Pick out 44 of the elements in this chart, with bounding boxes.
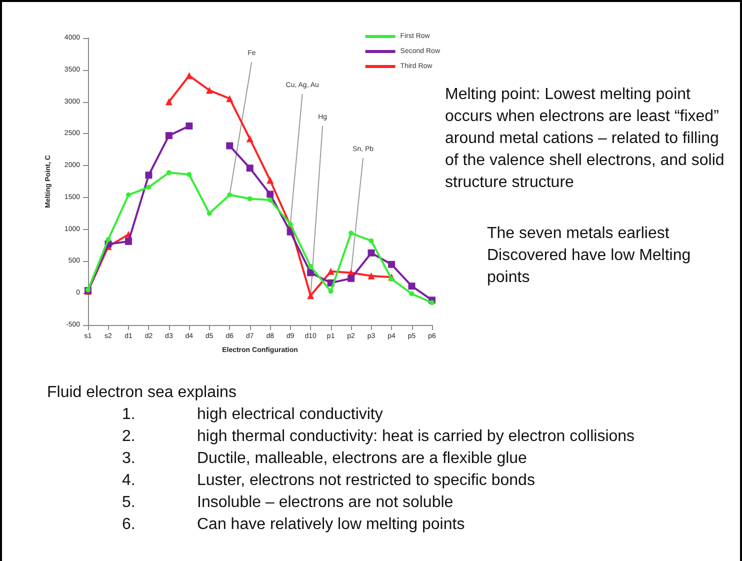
point — [206, 86, 213, 94]
point — [226, 142, 234, 150]
point — [124, 238, 132, 245]
text: 6. Can have relatively low melting points — [122, 516, 465, 533]
point — [186, 72, 193, 80]
point — [308, 264, 314, 269]
text: 4. Luster, electrons not restricted to specific bonds — [122, 472, 535, 489]
point — [409, 291, 414, 296]
point — [368, 249, 375, 256]
point — [327, 268, 334, 275]
text: 3. Ductile, malleable, electrons are a flexible glue — [122, 450, 527, 467]
point — [328, 288, 334, 294]
point — [348, 230, 354, 236]
point — [408, 282, 416, 290]
text: 1. high electrical conductivity — [122, 406, 383, 423]
point — [186, 172, 192, 177]
point — [266, 190, 274, 198]
text: Fluid electron sea explains — [47, 383, 238, 403]
point — [186, 122, 193, 130]
point — [226, 95, 234, 102]
point — [266, 176, 274, 184]
point — [348, 274, 355, 282]
text: 2. high thermal conductivity: heat is carried by electron collisions — [122, 428, 635, 445]
point — [246, 135, 254, 142]
point — [145, 172, 152, 179]
point — [246, 164, 254, 172]
point — [247, 196, 252, 202]
text: The seven metals earliest Discovered have low Melting points — [487, 224, 692, 288]
point — [166, 170, 172, 176]
point — [389, 276, 394, 282]
point — [165, 132, 172, 140]
point — [206, 210, 212, 216]
text: 5. Insoluble – electrons are not soluble — [122, 494, 454, 511]
point — [106, 237, 111, 242]
point — [165, 98, 172, 106]
point — [368, 238, 374, 244]
point — [368, 272, 375, 280]
point — [388, 260, 396, 268]
point — [268, 197, 273, 202]
point — [126, 192, 131, 198]
point — [146, 184, 152, 190]
point — [430, 300, 434, 306]
point — [307, 269, 314, 276]
text: Melting point: Lowest melting point occurs when electrons are least “fixed” around metal cations – related to filling of the valence shell electrons, and solid structure structure — [445, 85, 726, 193]
